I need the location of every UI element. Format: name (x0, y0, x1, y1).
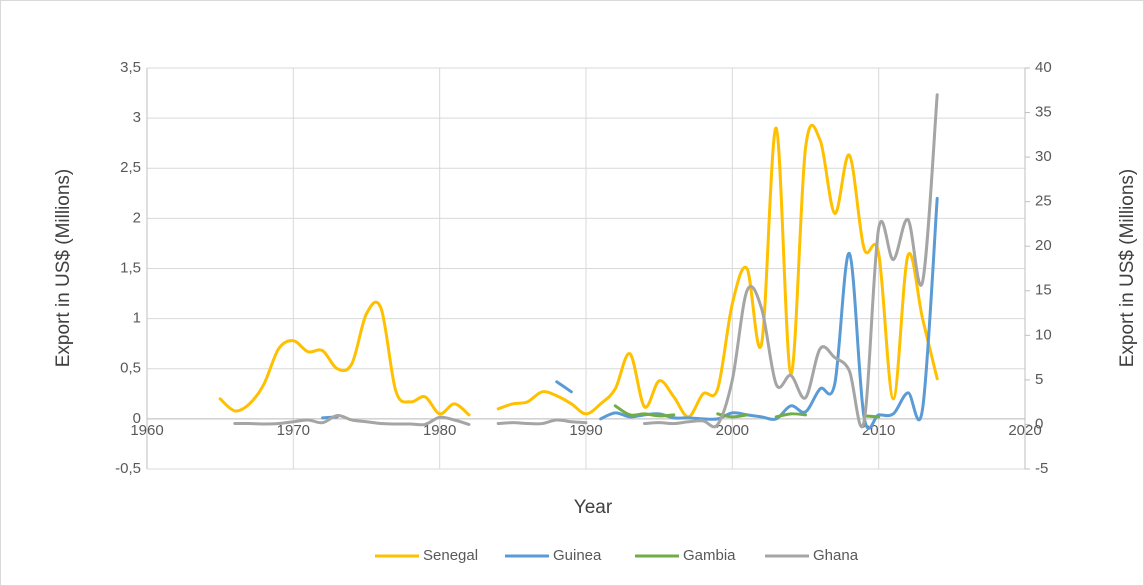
legend-label: Senegal (423, 547, 478, 564)
legend-label: Ghana (813, 547, 859, 564)
y2-tick-label: 30 (1035, 148, 1052, 165)
series-line (643, 93, 939, 429)
x-tick-label: 1970 (277, 422, 310, 439)
y2-tick-label: 40 (1035, 59, 1052, 76)
series-line (496, 418, 588, 426)
series-line (233, 414, 471, 427)
y2-tick-label: -5 (1035, 460, 1048, 477)
y-tick-label: 2 (133, 209, 141, 226)
y-tick-label: 1 (133, 310, 141, 327)
y2-tick-label: 5 (1035, 371, 1043, 388)
y2-tick-label: 10 (1035, 326, 1052, 343)
legend-label: Guinea (553, 547, 602, 564)
y2-tick-label: 0 (1035, 415, 1043, 432)
y-tick-label: 0,5 (120, 360, 141, 377)
y-tick-label: 1,5 (120, 259, 141, 276)
series-line (613, 404, 676, 418)
y-tick-label: 0 (133, 410, 141, 427)
series-line (774, 412, 807, 419)
series-line (496, 123, 939, 419)
series-line (716, 412, 749, 419)
y2-tick-label: 20 (1035, 237, 1052, 254)
y-tick-label: 3,5 (120, 59, 141, 76)
series-line (218, 300, 471, 417)
series-line (555, 380, 573, 394)
y-axis-title: Export in US$ (Millions) (53, 169, 74, 368)
y2-tick-label: 15 (1035, 282, 1052, 299)
x-tick-label: 2000 (716, 422, 749, 439)
legend-label: Gambia (683, 547, 736, 564)
y2-tick-label: 35 (1035, 104, 1052, 121)
y-tick-label: 2,5 (120, 159, 141, 176)
x-axis-title: Year (574, 497, 613, 518)
y2-tick-label: 25 (1035, 193, 1052, 210)
y2-axis-title: Export in US$ (Millions) (1117, 169, 1138, 368)
y-tick-label: -0,5 (115, 460, 141, 477)
x-tick-label: 1990 (569, 422, 602, 439)
x-tick-label: 1980 (423, 422, 456, 439)
y-tick-label: 3 (133, 109, 141, 126)
